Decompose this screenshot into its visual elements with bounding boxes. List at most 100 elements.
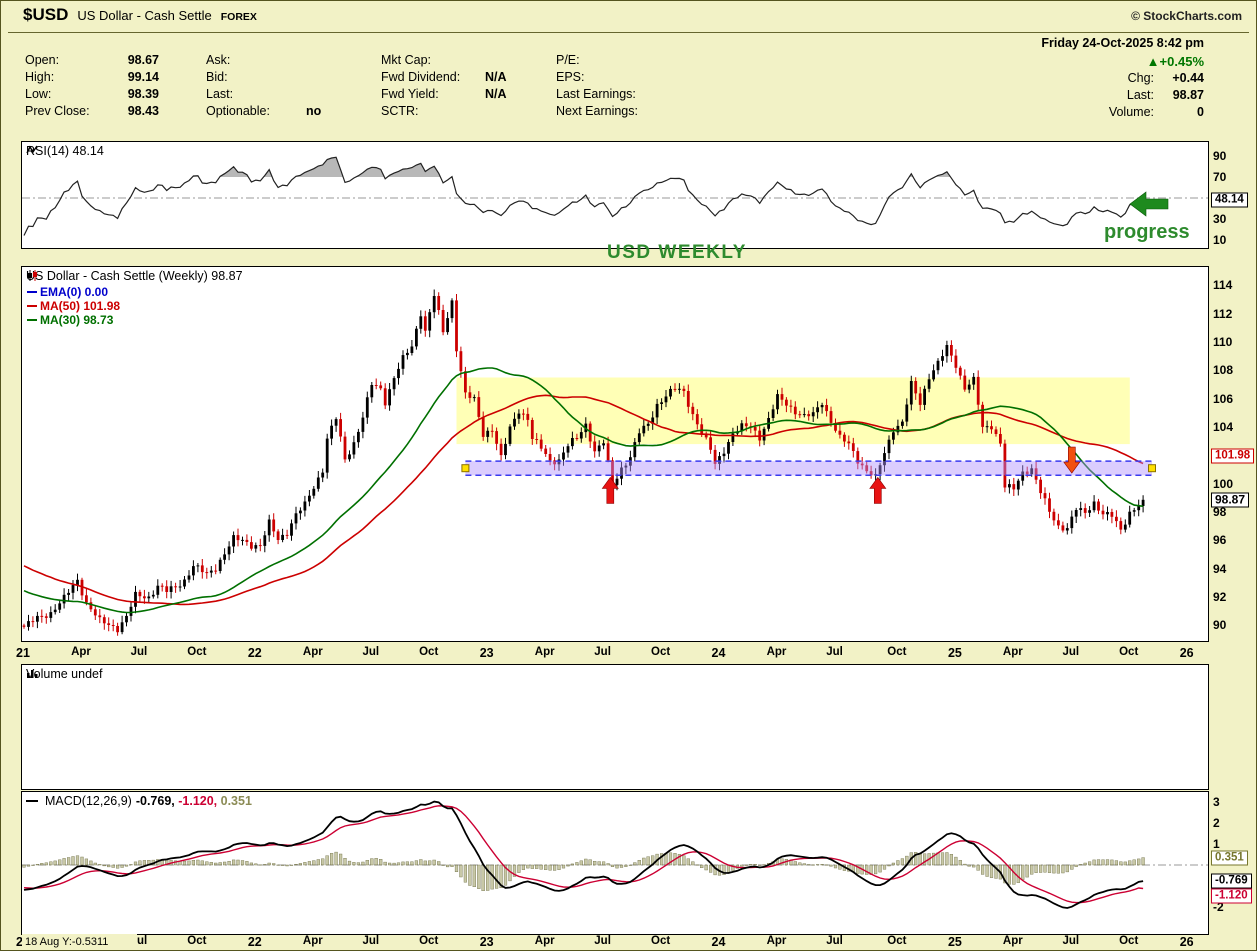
y-axis-label: 2: [1213, 816, 1220, 830]
quote-row: Last: 98.87: [1109, 86, 1204, 103]
quote-label: Bid:: [206, 69, 228, 84]
line-swatch-icon: [27, 318, 37, 322]
quote-row: Chg: +0.44: [1109, 69, 1204, 86]
candles-down: [22, 296, 1123, 633]
x-axis-label: 23: [479, 646, 494, 660]
x-axis-label: Jul: [362, 935, 380, 947]
progress-annotation[interactable]: progress: [1104, 221, 1190, 243]
quote-value: 99.14: [127, 69, 159, 84]
ma30-line: [23, 367, 1144, 614]
left-arrow-annotation[interactable]: [1129, 191, 1169, 217]
x-axis-label: 21: [16, 646, 30, 660]
candlestick-icon: [28, 270, 37, 281]
y-axis-label: 90: [1213, 149, 1227, 163]
header-divider: [8, 32, 1249, 33]
band-handle[interactable]: [461, 464, 470, 473]
quote-value: no: [306, 103, 322, 118]
quote-row: Mkt Cap:: [381, 51, 556, 68]
quote-column-bidask: Ask: Bid: Last: Optionable: no: [206, 51, 366, 119]
legend-item: EMA(0) 0.00: [27, 285, 120, 299]
y-axis-label: 114: [1213, 278, 1233, 293]
y-axis-label: 10: [1213, 233, 1227, 247]
x-axis-label: 22: [247, 646, 262, 660]
quote-label: P/E:: [556, 52, 580, 67]
stockcharts-credit: © StockCharts.com: [1131, 9, 1242, 23]
support-band-annotation[interactable]: [465, 461, 1152, 476]
x-axis-label: Oct: [1119, 646, 1139, 658]
y-axis-label: 90: [1213, 618, 1227, 633]
quote-label: Next Earnings:: [556, 103, 638, 118]
up-arrow-annotation[interactable]: [601, 476, 619, 504]
y-axis-label: 98: [1213, 505, 1227, 520]
y-axis-label: 3: [1213, 795, 1220, 809]
main-chart: [22, 289, 1156, 636]
y-axis-label: 100: [1213, 476, 1234, 491]
x-axis-label: Oct: [651, 935, 671, 947]
quote-row: Prev Close: 98.43: [25, 102, 159, 119]
y-axis-label: 30: [1213, 212, 1227, 226]
instrument-name: US Dollar - Cash Settle: [77, 8, 212, 23]
resistance-zone-annotation[interactable]: [456, 377, 1130, 445]
x-axis-label: 25: [947, 646, 962, 660]
macd-values: -0.769, -1.120, 0.351: [136, 794, 252, 808]
macd-legend: MACD(12,26,9) -0.769, -1.120, 0.351: [26, 794, 252, 808]
legend-item: MA(30) 98.73: [27, 313, 120, 327]
quote-column-ohlc: Open: 98.67 High: 99.14 Low: 98.39 Prev Close:…: [25, 51, 159, 119]
line-swatch-icon: [27, 304, 37, 308]
quote-column-change: Chg: +0.44 Last: 98.87 Volume: 0: [1109, 69, 1204, 120]
x-axis-label: Jul: [362, 646, 380, 658]
y-axis-value-box: 48.14: [1211, 192, 1248, 208]
quote-value: N/A: [485, 86, 507, 101]
x-axis-label: 26: [1179, 646, 1194, 660]
x-axis-label: Jul: [1062, 646, 1080, 658]
quote-value: 98.87: [1172, 87, 1204, 102]
x-axis-label: 26: [1179, 935, 1194, 949]
quote-label: EPS:: [556, 69, 585, 84]
x-axis-label: Apr: [71, 646, 91, 658]
quote-row: SCTR:: [381, 102, 556, 119]
x-axis-label: Jul: [826, 935, 843, 947]
rsi-line: [23, 156, 1144, 236]
y-axis-label: 96: [1213, 533, 1227, 548]
x-axis-label: Jul: [130, 646, 148, 658]
quote-row: Fwd Dividend: N/A: [381, 68, 556, 85]
x-axis-label: 24: [711, 646, 726, 660]
x-axis-labels-main: 21 Apr Jul Oct 22 Apr Jul Oct 23 Apr Jul Oct 24 Apr Ju…: [16, 645, 1209, 663]
quote-value: 98.43: [127, 103, 159, 118]
band-handle[interactable]: [1148, 464, 1156, 473]
candles-up: [27, 296, 1145, 633]
quote-row: Optionable: no: [206, 102, 366, 119]
volume-legend: Volume undef: [26, 667, 103, 681]
y-axis-value-box: 0.351: [1211, 850, 1248, 866]
y-axis-label: 70: [1213, 170, 1227, 184]
y-axis-value-box: -1.120: [1211, 888, 1252, 904]
x-axis-label: Apr: [302, 935, 323, 947]
macd-line-icon: [26, 799, 38, 803]
x-axis-label: 22: [247, 935, 262, 949]
quote-row: Bid:: [206, 68, 366, 85]
macd-line: [23, 800, 1144, 909]
y-axis-label: 106: [1213, 391, 1234, 406]
quote-row: Last Earnings:: [556, 85, 726, 102]
up-arrow-annotation[interactable]: [869, 476, 887, 504]
x-axis-label: Jul: [594, 935, 611, 947]
quote-value: 98.39: [127, 86, 159, 101]
y-axis-label: 1: [1213, 837, 1220, 851]
y-axis-label: -2: [1213, 900, 1224, 914]
y-axis-label: 108: [1213, 363, 1234, 378]
down-arrow-annotation[interactable]: [1063, 446, 1081, 474]
price-legend-title: US Dollar - Cash Settle (Weekly) 98.87: [26, 269, 243, 283]
quote-label: Last:: [206, 86, 234, 101]
x-axis-label: Oct: [887, 935, 907, 947]
y-axis-value-box: -0.769: [1211, 873, 1252, 889]
line-swatch-icon: [27, 290, 37, 294]
quote-row: Low: 98.39: [25, 85, 159, 102]
x-axis-label: 23: [479, 935, 494, 949]
y-axis-label: 104: [1213, 420, 1234, 435]
up-triangle-icon: ▲: [1146, 54, 1160, 69]
x-axis-label: Jul: [594, 646, 611, 658]
quote-row: Fwd Yield: N/A: [381, 85, 556, 102]
y-axis-label: 92: [1213, 590, 1227, 605]
macd-value: -0.769,: [135, 794, 175, 808]
